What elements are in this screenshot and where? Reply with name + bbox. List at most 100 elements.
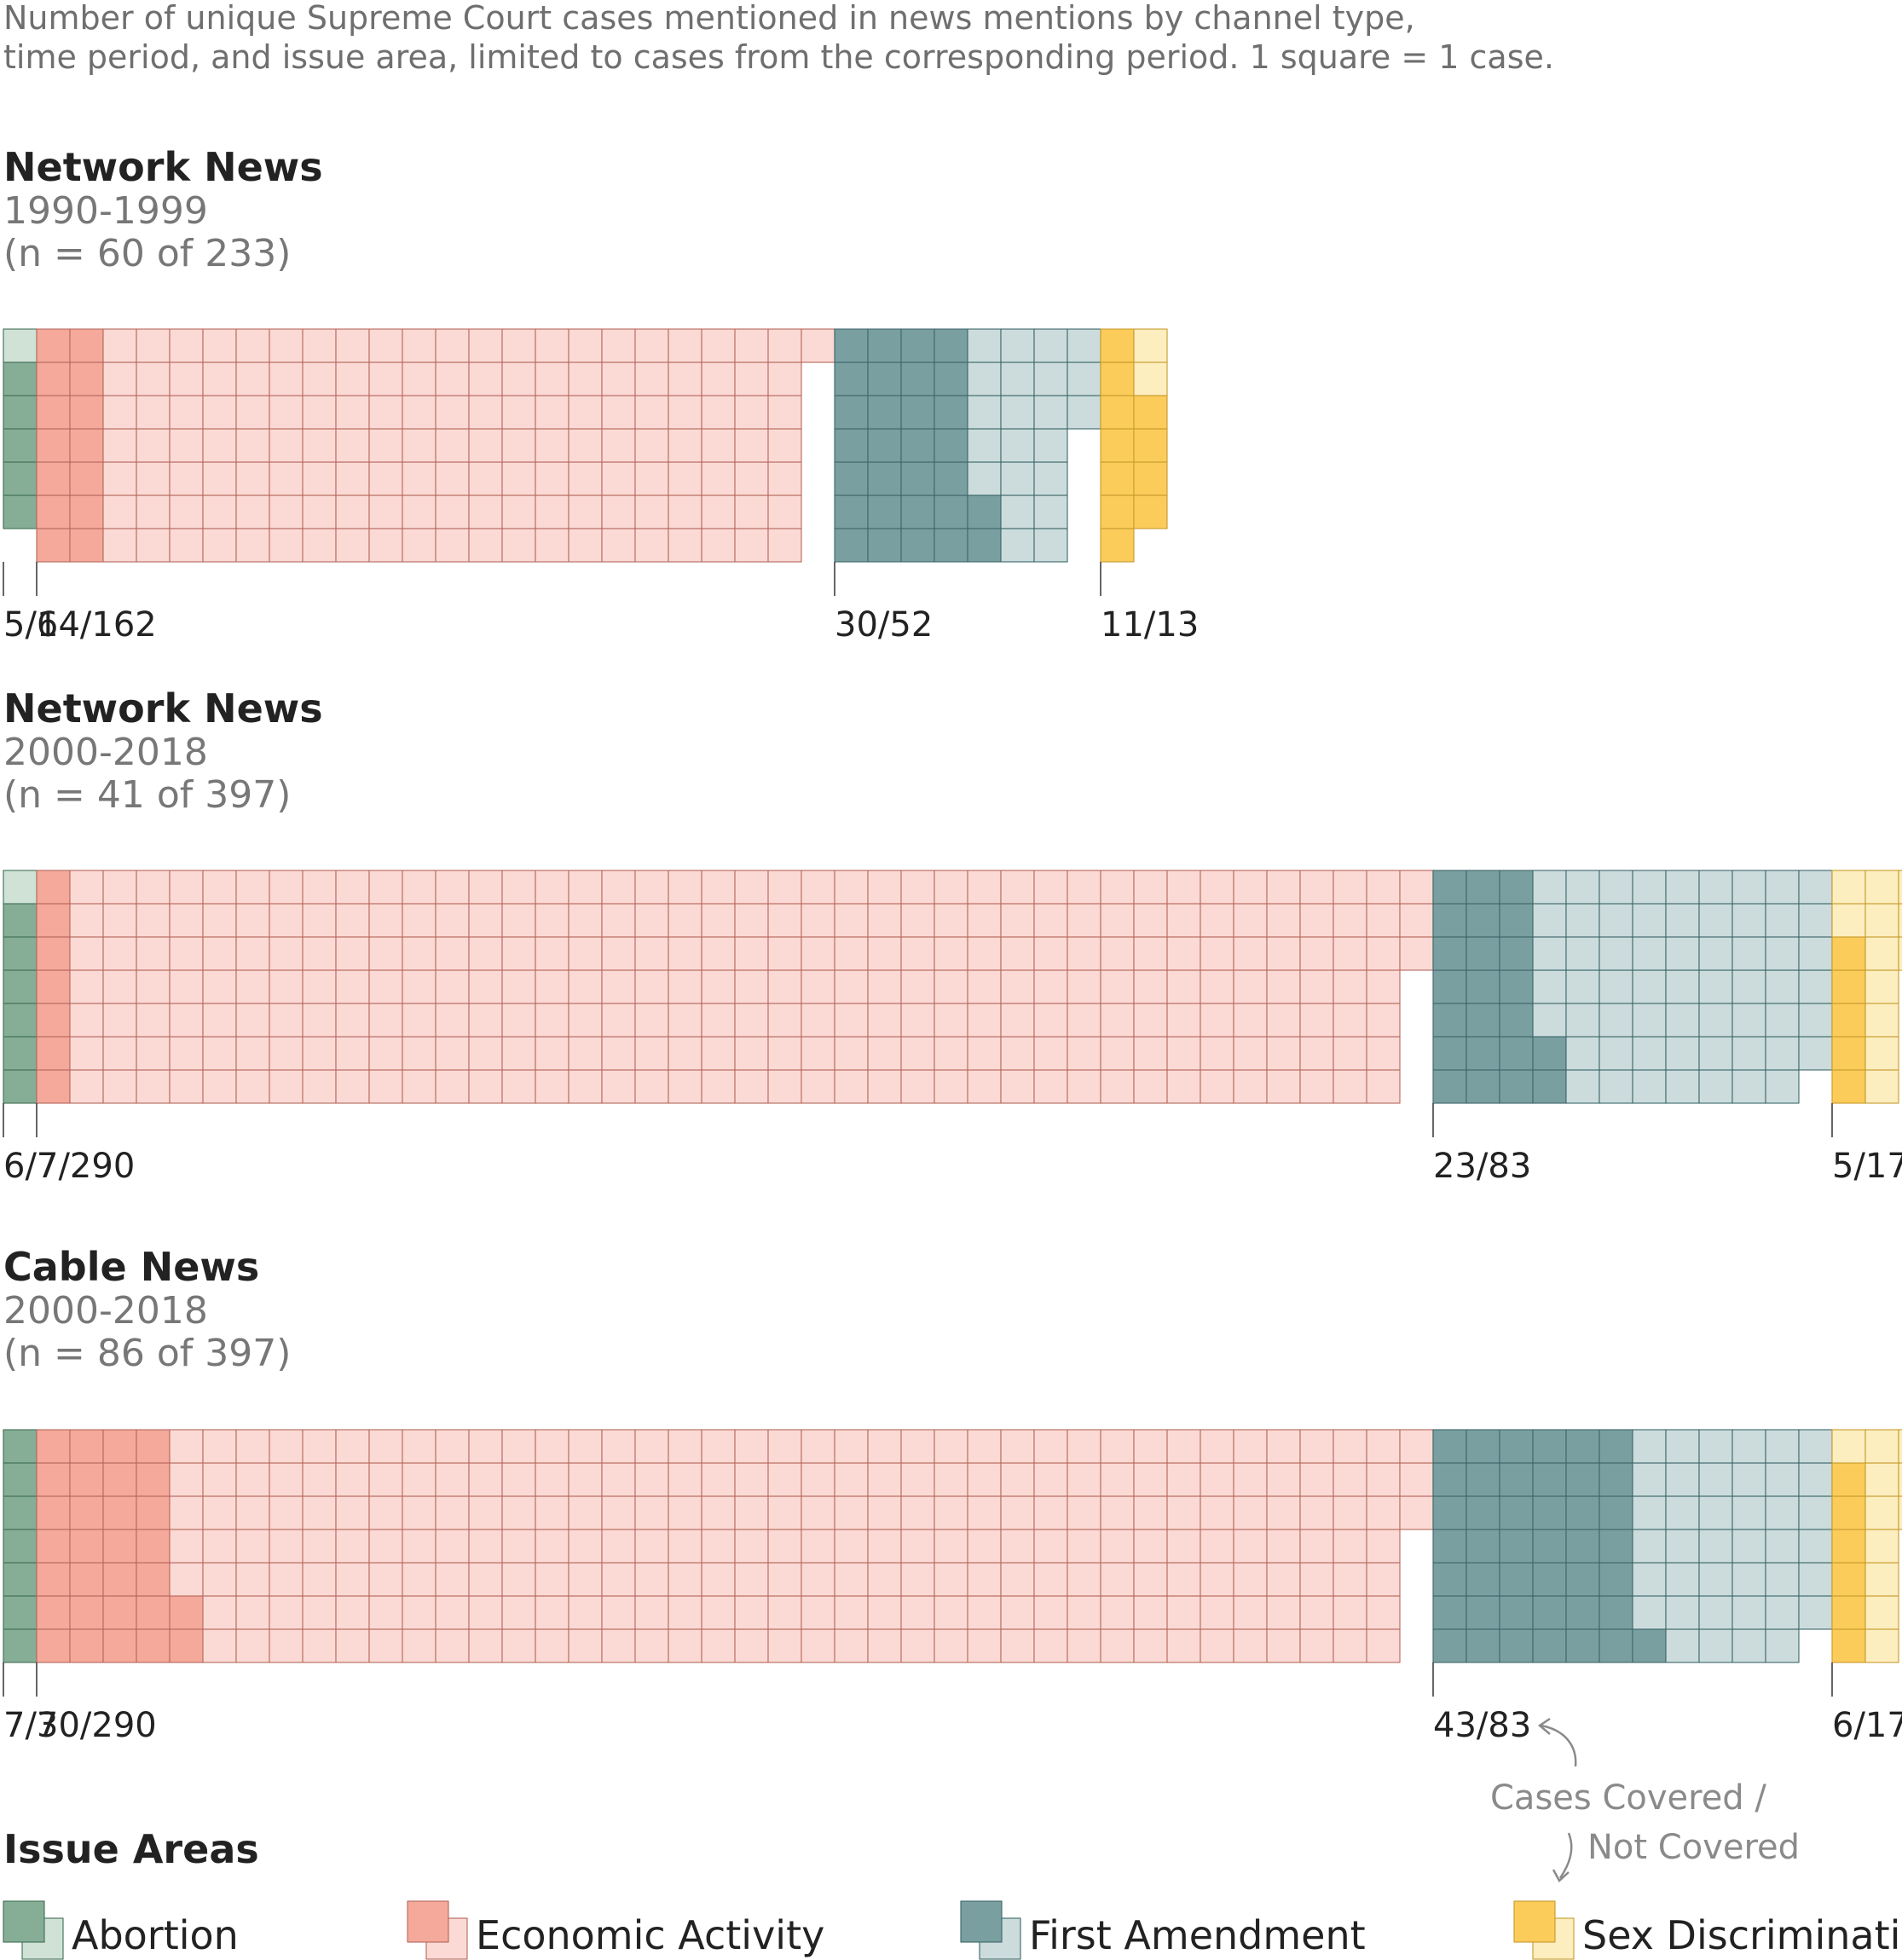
- waffle-square: [1632, 1462, 1667, 1497]
- waffle-square: [69, 461, 104, 496]
- waffle-square: [102, 1036, 137, 1071]
- waffle-square: [169, 328, 204, 363]
- waffle-square: [136, 903, 171, 938]
- waffle-square: [668, 1003, 702, 1038]
- waffle-square: [701, 1562, 736, 1597]
- waffle-square: [136, 494, 171, 529]
- waffle-square: [1432, 1495, 1467, 1530]
- waffle-square: [967, 1495, 1002, 1530]
- waffle-square: [767, 1069, 802, 1104]
- waffle-square: [1798, 1495, 1833, 1530]
- waffle-square: [235, 1036, 270, 1071]
- waffle-square: [1100, 1562, 1135, 1597]
- waffle-square: [1864, 1595, 1899, 1630]
- waffle-square: [1698, 1628, 1733, 1663]
- waffle-square: [501, 1036, 536, 1071]
- waffle-square: [1299, 1628, 1334, 1663]
- waffle-square: [1166, 1529, 1201, 1564]
- waffle-square: [934, 1069, 968, 1104]
- waffle-square: [668, 1069, 702, 1104]
- waffle-square: [1166, 936, 1201, 971]
- waffle-square: [701, 1462, 736, 1497]
- waffle-square: [501, 1562, 536, 1597]
- waffle-square: [368, 1069, 403, 1104]
- waffle-square: [1366, 969, 1401, 1004]
- waffle-square: [668, 1529, 702, 1564]
- group-count-label: 30/290: [37, 1706, 157, 1745]
- waffle-square: [734, 1595, 769, 1630]
- waffle-square: [1831, 1462, 1866, 1497]
- waffle-square: [1266, 903, 1301, 938]
- waffle-square: [169, 1529, 204, 1564]
- waffle-square: [867, 395, 902, 430]
- waffle-square: [501, 1462, 536, 1497]
- waffle-square: [834, 1595, 869, 1630]
- waffle-square: [202, 528, 237, 563]
- waffle-square: [1432, 1069, 1467, 1104]
- waffle-square: [1765, 1595, 1800, 1630]
- waffle-square: [1532, 1495, 1567, 1530]
- waffle-square: [1731, 1462, 1766, 1497]
- waffle-square: [734, 1003, 769, 1038]
- waffle-square: [568, 1069, 603, 1104]
- waffle-square: [1000, 1069, 1035, 1104]
- waffle-square: [1499, 1429, 1534, 1464]
- waffle-square: [3, 1036, 38, 1071]
- waffle-square: [468, 936, 503, 971]
- waffle-square: [302, 903, 337, 938]
- waffle-square: [501, 1069, 536, 1104]
- waffle-square: [801, 1529, 835, 1564]
- waffle-square: [900, 1462, 935, 1497]
- waffle-square: [834, 461, 869, 496]
- panel-2-period: 2000-2018: [3, 731, 208, 774]
- waffle-square: [435, 936, 470, 971]
- waffle-square: [1067, 1429, 1101, 1464]
- waffle-square: [867, 1595, 902, 1630]
- waffle-square: [1000, 870, 1035, 905]
- waffle-square: [3, 428, 38, 463]
- waffle-square: [535, 969, 569, 1004]
- waffle-square: [1000, 461, 1035, 496]
- waffle-square: [169, 1495, 204, 1530]
- waffle-square: [1000, 969, 1035, 1004]
- waffle-square: [1399, 1495, 1434, 1530]
- waffle-square: [1000, 936, 1035, 971]
- waffle-square: [1067, 361, 1101, 396]
- waffle-square: [3, 969, 38, 1004]
- waffle-square: [668, 1495, 702, 1530]
- waffle-square: [136, 1595, 171, 1630]
- waffle-square: [1299, 1562, 1334, 1597]
- waffle-square: [269, 1003, 304, 1038]
- waffle-square: [435, 328, 470, 363]
- waffle-square: [1598, 1429, 1633, 1464]
- waffle-square: [535, 1069, 569, 1104]
- waffle-square: [169, 395, 204, 430]
- waffle-square: [1798, 1529, 1833, 1564]
- waffle-square: [202, 1529, 237, 1564]
- waffle-square: [801, 1036, 835, 1071]
- waffle-square: [1466, 870, 1500, 905]
- waffle-square: [900, 361, 935, 396]
- waffle-square: [734, 428, 769, 463]
- waffle-square: [1200, 1069, 1234, 1104]
- waffle-square: [535, 870, 569, 905]
- waffle-square: [1532, 903, 1567, 938]
- waffle-square: [3, 361, 38, 396]
- waffle-square: [1266, 1036, 1301, 1071]
- waffle-square: [1831, 1595, 1866, 1630]
- waffle-square: [435, 1628, 470, 1663]
- waffle-square: [1864, 1003, 1899, 1038]
- waffle-square: [402, 1628, 436, 1663]
- waffle-square: [335, 528, 370, 563]
- waffle-square: [302, 969, 337, 1004]
- waffle-square: [202, 494, 237, 529]
- waffle-square: [900, 903, 935, 938]
- waffle-square: [3, 395, 38, 430]
- legend-label: First Amendment: [1029, 1912, 1366, 1958]
- waffle-square: [934, 361, 968, 396]
- waffle-square: [934, 1003, 968, 1038]
- panel-1-title: Network News: [3, 144, 323, 190]
- waffle-square: [734, 361, 769, 396]
- waffle-square: [1166, 1003, 1201, 1038]
- waffle-square: [867, 1628, 902, 1663]
